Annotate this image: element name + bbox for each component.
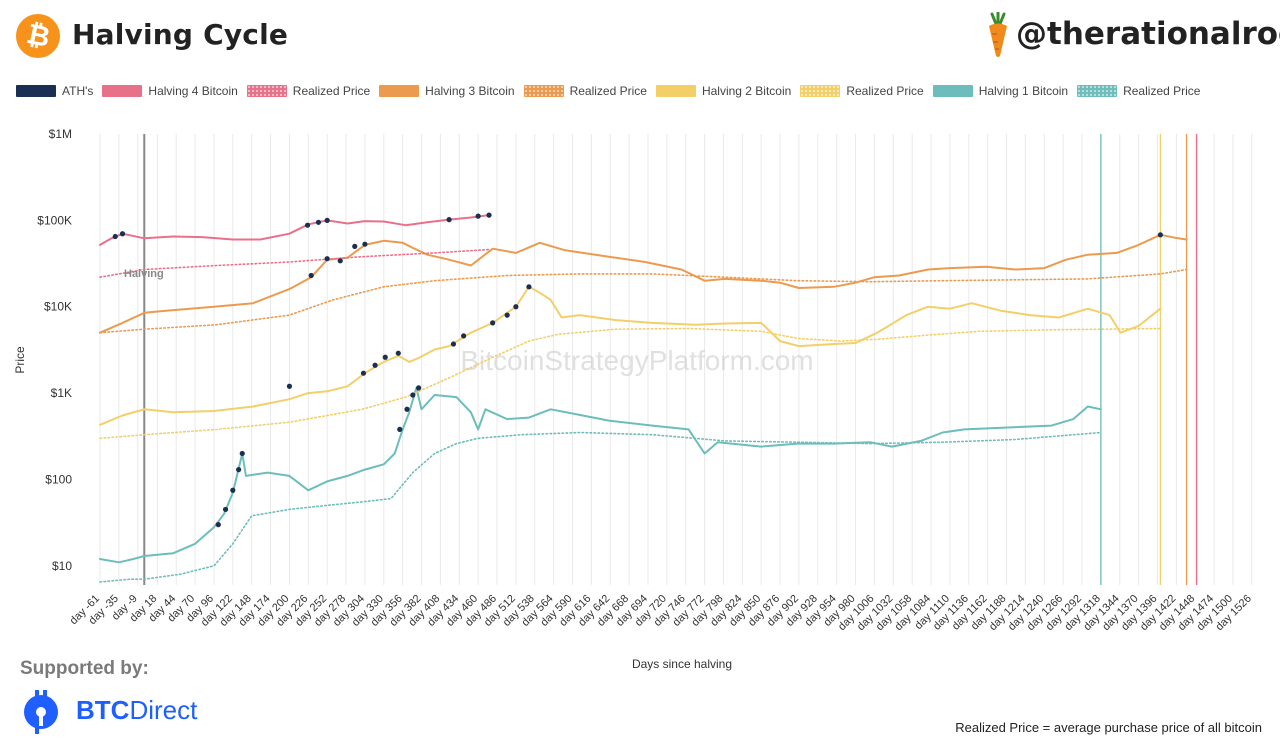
ath-marker — [526, 284, 532, 290]
legend-label: ATH's — [62, 84, 94, 98]
vertical-markers — [143, 134, 1198, 585]
y-tick-label: $10K — [44, 300, 72, 314]
header: ₿ Halving Cycle @therationalroot — [0, 0, 1280, 70]
ath-marker — [324, 256, 330, 262]
ath-marker — [236, 467, 242, 473]
legend-swatch — [246, 85, 287, 97]
halving-cycle-chart: BitcoinStrategyPlatform.com $10$100$1K$1… — [13, 127, 1254, 671]
ath-marker — [324, 217, 330, 223]
ath-marker — [490, 320, 496, 326]
btc-direct-logo-icon — [24, 690, 58, 734]
series-line — [99, 431, 1102, 583]
ath-marker — [446, 217, 452, 223]
legend-item[interactable]: Halving 2 Bitcoin — [655, 84, 792, 98]
legend-item[interactable]: Realized Price — [1077, 84, 1200, 98]
y-axis-label: Price — [13, 346, 27, 374]
ath-marker — [304, 222, 311, 228]
page-title: Halving Cycle — [72, 18, 289, 51]
series-line — [99, 214, 490, 246]
realized-price-note: Realized Price = average purchase price … — [955, 720, 1262, 735]
series-line — [99, 268, 1188, 334]
legend-swatch — [523, 85, 564, 97]
ath-marker — [315, 219, 322, 225]
y-tick-label: $10 — [52, 559, 72, 573]
ath-marker — [230, 487, 236, 493]
ath-marker — [222, 506, 229, 513]
ath-marker — [337, 258, 343, 264]
y-tick-label: $1M — [49, 127, 72, 141]
ath-marker — [513, 304, 519, 310]
watermark: BitcoinStrategyPlatform.com — [460, 345, 813, 376]
legend-item[interactable]: Realized Price — [523, 84, 647, 98]
ath-marker — [1157, 232, 1163, 238]
y-tick-label: $1K — [51, 386, 72, 400]
series-line — [99, 386, 1102, 564]
ath-marker — [486, 212, 492, 218]
legend-item[interactable]: Realized Price — [246, 84, 371, 98]
x-axis-label: Days since halving — [632, 657, 732, 671]
legend-label: Halving 1 Bitcoin — [978, 84, 1069, 98]
btc-direct-brand[interactable]: BTCDirect — [76, 695, 197, 726]
legend-item[interactable]: Halving 4 Bitcoin — [102, 84, 238, 98]
legend-item[interactable]: Halving 1 Bitcoin — [932, 84, 1069, 98]
ath-marker — [119, 231, 126, 237]
series-lines — [99, 214, 1188, 583]
legend-item[interactable]: ATH's — [16, 84, 93, 98]
series-line — [99, 327, 1162, 440]
legend-label: Halving 3 Bitcoin — [425, 84, 515, 98]
ath-markers — [112, 212, 1163, 528]
ath-marker — [112, 233, 118, 240]
ath-marker — [397, 426, 403, 432]
halving-annotation: Halving — [124, 268, 164, 280]
ath-marker — [416, 385, 422, 391]
ath-marker — [352, 243, 358, 249]
bitcoin-symbol: ₿ — [23, 16, 53, 55]
series-line — [99, 233, 1188, 334]
legend-label: Realized Price — [1123, 84, 1201, 98]
bitcoin-logo-icon: ₿ — [16, 14, 60, 58]
ath-marker — [286, 383, 293, 389]
chart-legend: ATH's Halving 4 Bitcoin Realized Price Halv… — [16, 82, 1209, 100]
legend-swatch — [932, 85, 973, 97]
legend-swatch — [379, 85, 420, 97]
author-handle: @therationalroot — [1016, 16, 1280, 52]
ath-marker — [410, 392, 416, 398]
ath-marker — [239, 450, 245, 457]
legend-swatch — [16, 85, 56, 97]
ath-marker — [450, 341, 457, 347]
legend-swatch — [102, 85, 143, 97]
chart-grid — [99, 134, 1253, 585]
legend-label: Halving 2 Bitcoin — [701, 84, 792, 98]
legend-swatch — [655, 85, 696, 97]
ath-marker — [362, 241, 368, 247]
y-axis-ticks: $10 $100 $1K $10K $100K $1M — [37, 127, 72, 573]
legend-item[interactable]: Halving 3 Bitcoin — [379, 84, 515, 98]
legend-item[interactable]: Realized Price — [800, 84, 924, 98]
ath-marker — [395, 350, 401, 356]
legend-label: Realized Price — [846, 84, 924, 98]
ath-marker — [404, 406, 410, 412]
brand-bold: BTC — [76, 695, 130, 725]
y-tick-label: $100K — [37, 213, 72, 227]
ath-marker — [372, 362, 378, 368]
ath-marker — [504, 312, 510, 318]
legend-swatch — [1077, 85, 1118, 97]
legend-swatch — [800, 85, 841, 97]
ath-marker — [360, 370, 367, 376]
legend-label: Realized Price — [569, 84, 647, 98]
brand-rest: Direct — [129, 695, 198, 725]
ath-marker — [475, 213, 481, 219]
y-tick-label: $100 — [45, 472, 72, 486]
ath-marker — [382, 354, 388, 360]
ath-marker — [308, 272, 314, 279]
ath-marker — [215, 522, 221, 528]
legend-label: Halving 4 Bitcoin — [148, 84, 238, 98]
ath-marker — [461, 333, 467, 339]
legend-label: Realized Price — [292, 84, 371, 98]
supported-by-label: Supported by: — [20, 658, 149, 679]
carrot-icon — [989, 12, 1007, 57]
series-line — [99, 248, 490, 278]
series-line — [99, 285, 1162, 426]
